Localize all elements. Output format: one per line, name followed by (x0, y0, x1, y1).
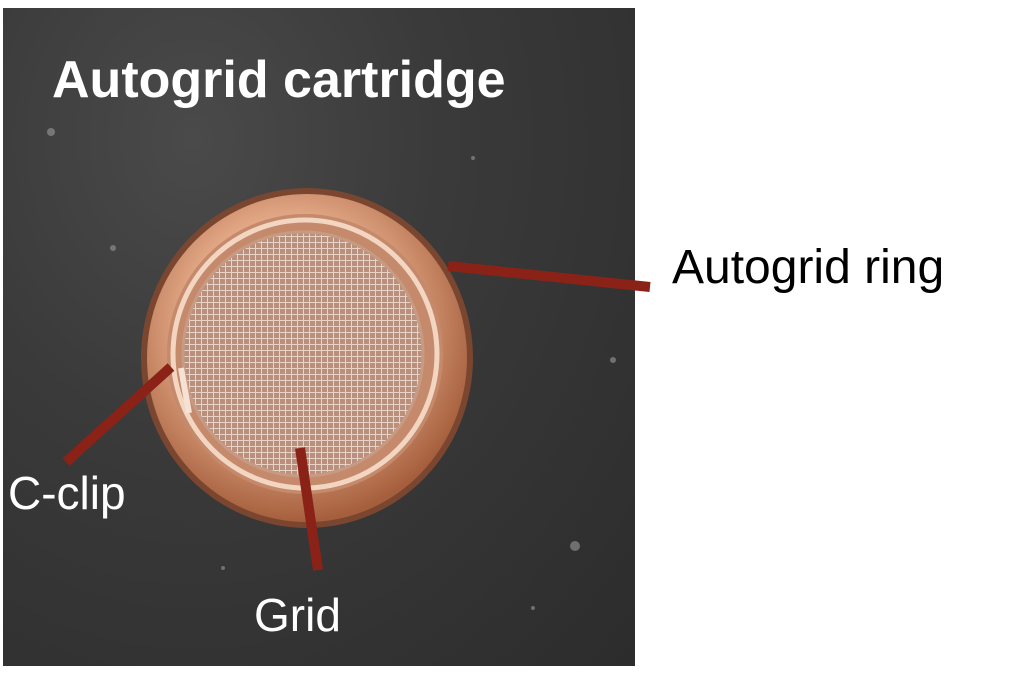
c-clip (178, 367, 192, 414)
label-grid: Grid (254, 589, 341, 641)
slate-texture (47, 128, 616, 610)
label-autogrid-ring: Autogrid ring (672, 241, 945, 294)
cartridge-photo (3, 8, 635, 666)
label-c-clip: C-clip (8, 467, 126, 519)
grid-mesh (183, 232, 423, 476)
cartridge-illustration (47, 128, 616, 610)
figure-title: Autogrid cartridge (52, 51, 506, 109)
